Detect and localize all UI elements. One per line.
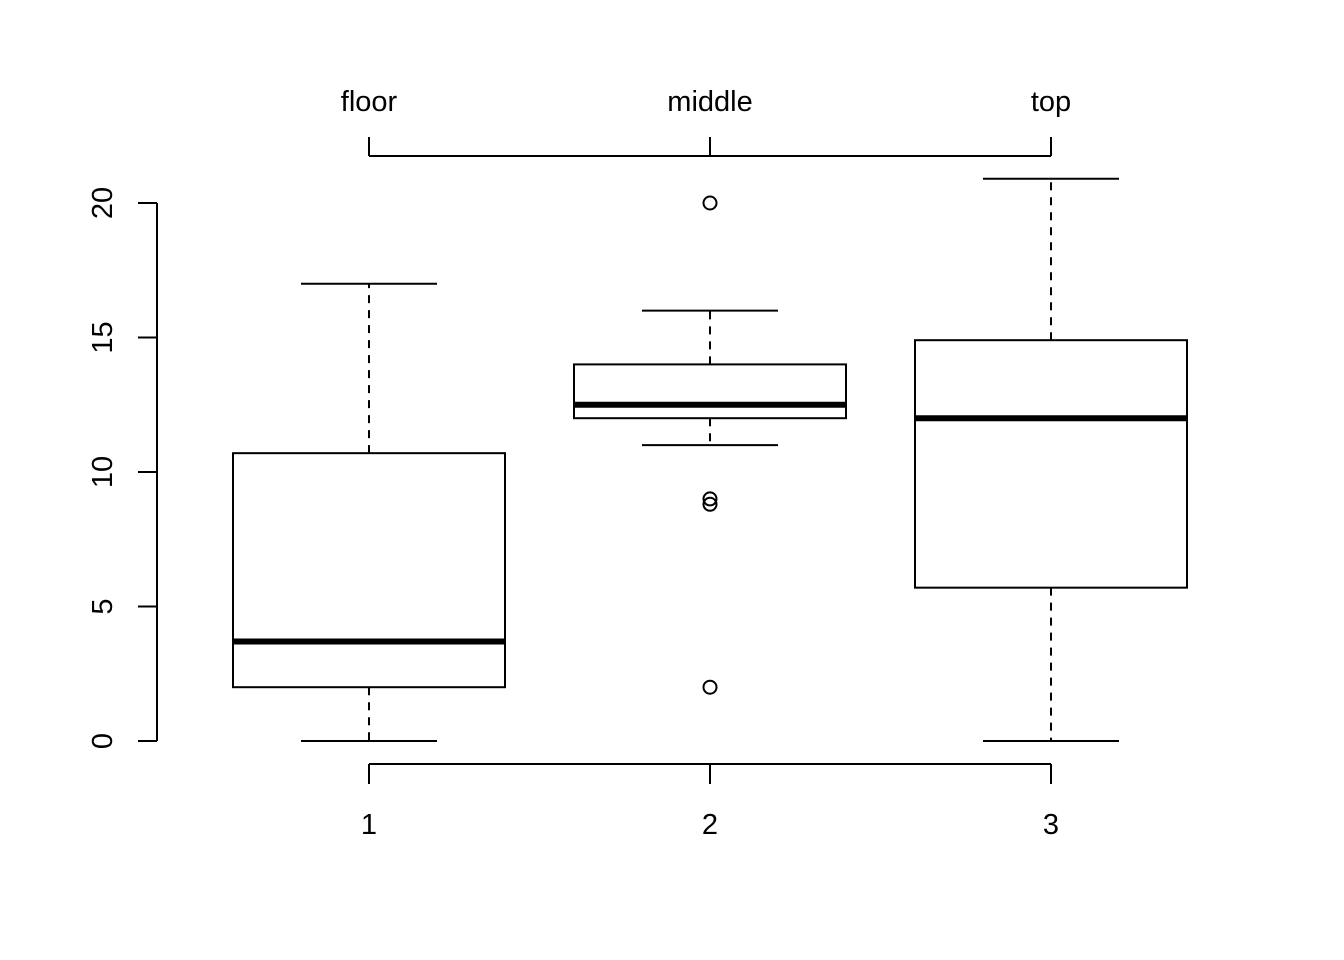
x-tick-label: 1 <box>361 809 377 841</box>
iqr-box <box>232 452 506 689</box>
y-tick-label: 15 <box>87 321 119 353</box>
box-group-3 <box>914 177 1188 742</box>
bottom-axis: 1 2 3 <box>361 763 1059 841</box>
top-tick-label: top <box>1031 86 1071 118</box>
top-tick-label: floor <box>341 86 398 118</box>
x-tick-label: 3 <box>1043 809 1059 841</box>
x-tick-label: 2 <box>702 809 718 841</box>
iqr-box <box>573 363 847 420</box>
outlier-point <box>702 496 718 512</box>
top-axis: floor middle top <box>341 86 1071 157</box>
outlier-point <box>702 679 718 695</box>
y-tick-label: 0 <box>87 733 119 749</box>
y-tick-label: 10 <box>87 456 119 488</box>
y-axis: 0 5 10 15 20 <box>87 187 158 749</box>
y-tick-label: 20 <box>87 187 119 219</box>
outlier-point <box>702 195 718 211</box>
top-tick-label: middle <box>667 86 752 118</box>
boxes <box>232 177 1188 742</box>
outlier-point <box>702 491 718 507</box>
iqr-box <box>914 339 1188 589</box>
y-tick-label: 5 <box>87 598 119 614</box>
box-group-2 <box>573 195 847 695</box>
box-group-1 <box>232 282 506 742</box>
